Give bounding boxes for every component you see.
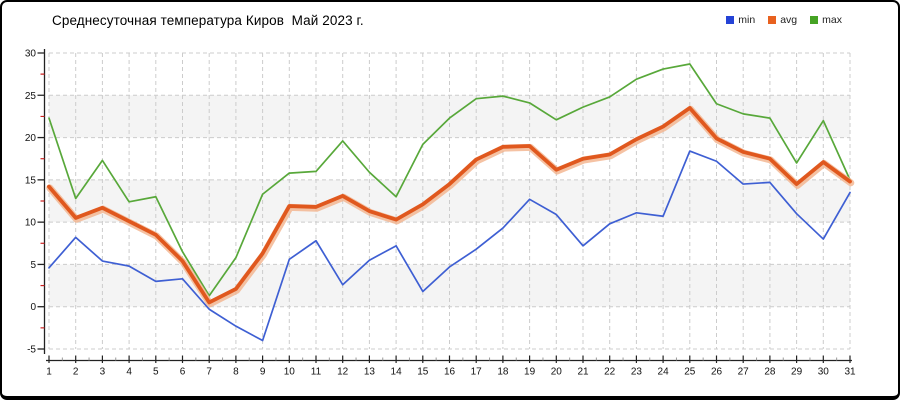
svg-text:21: 21 [577, 367, 589, 378]
svg-text:12: 12 [337, 367, 349, 378]
legend-label-avg: avg [780, 14, 798, 26]
svg-text:20: 20 [25, 133, 37, 144]
x-axis: 1 2 3 4 5 6 7 8 9 10 11 12 13 14 15 16 17 18 19 20 21 22 23 24 2… [46, 355, 856, 378]
svg-text:22: 22 [604, 367, 616, 378]
svg-text:19: 19 [524, 367, 536, 378]
legend: min avg max [726, 14, 842, 26]
svg-text:10: 10 [25, 218, 37, 229]
svg-text:5: 5 [153, 367, 159, 378]
svg-text:5: 5 [30, 260, 36, 271]
svg-text:27: 27 [738, 367, 750, 378]
svg-text:6: 6 [180, 367, 186, 378]
legend-label-min: min [738, 14, 756, 26]
svg-text:17: 17 [471, 367, 483, 378]
svg-text:10: 10 [284, 367, 296, 378]
svg-text:23: 23 [631, 367, 643, 378]
series-avg-line [46, 105, 855, 308]
svg-text:0: 0 [30, 302, 36, 313]
svg-text:8: 8 [233, 367, 239, 378]
svg-text:30: 30 [25, 49, 37, 60]
max-series-swatch-icon [810, 16, 819, 24]
series-min-line [48, 150, 851, 342]
svg-text:2: 2 [73, 367, 79, 378]
series-max-line [48, 63, 851, 297]
y-axis: 30 25 20 15 10 5 0 -5 [25, 49, 46, 356]
svg-text:1: 1 [46, 367, 52, 378]
svg-text:30: 30 [818, 367, 830, 378]
svg-text:29: 29 [791, 367, 803, 378]
svg-text:3: 3 [100, 367, 106, 378]
svg-text:16: 16 [444, 367, 456, 378]
svg-text:13: 13 [364, 367, 376, 378]
legend-item-min[interactable]: min [726, 14, 755, 26]
svg-text:9: 9 [260, 367, 266, 378]
svg-text:14: 14 [391, 367, 403, 378]
svg-text:24: 24 [658, 367, 670, 378]
svg-text:26: 26 [711, 367, 723, 378]
chart-title: Среднесуточная температура Киров Май 202… [52, 13, 364, 28]
svg-text:11: 11 [311, 367, 322, 378]
svg-text:31: 31 [844, 367, 856, 378]
svg-text:25: 25 [684, 367, 696, 378]
svg-text:7: 7 [206, 367, 212, 378]
legend-label-max: max [822, 14, 842, 26]
avg-series-swatch-icon [768, 16, 777, 24]
svg-text:20: 20 [551, 367, 563, 378]
svg-text:28: 28 [764, 367, 776, 378]
legend-item-max[interactable]: max [810, 14, 842, 26]
legend-item-avg[interactable]: avg [768, 14, 797, 26]
svg-text:15: 15 [417, 367, 429, 378]
svg-text:15: 15 [25, 175, 37, 186]
svg-text:25: 25 [25, 91, 37, 102]
svg-text:18: 18 [497, 367, 509, 378]
svg-text:-5: -5 [27, 345, 36, 356]
svg-text:4: 4 [126, 367, 132, 378]
min-series-swatch-icon [726, 16, 735, 24]
